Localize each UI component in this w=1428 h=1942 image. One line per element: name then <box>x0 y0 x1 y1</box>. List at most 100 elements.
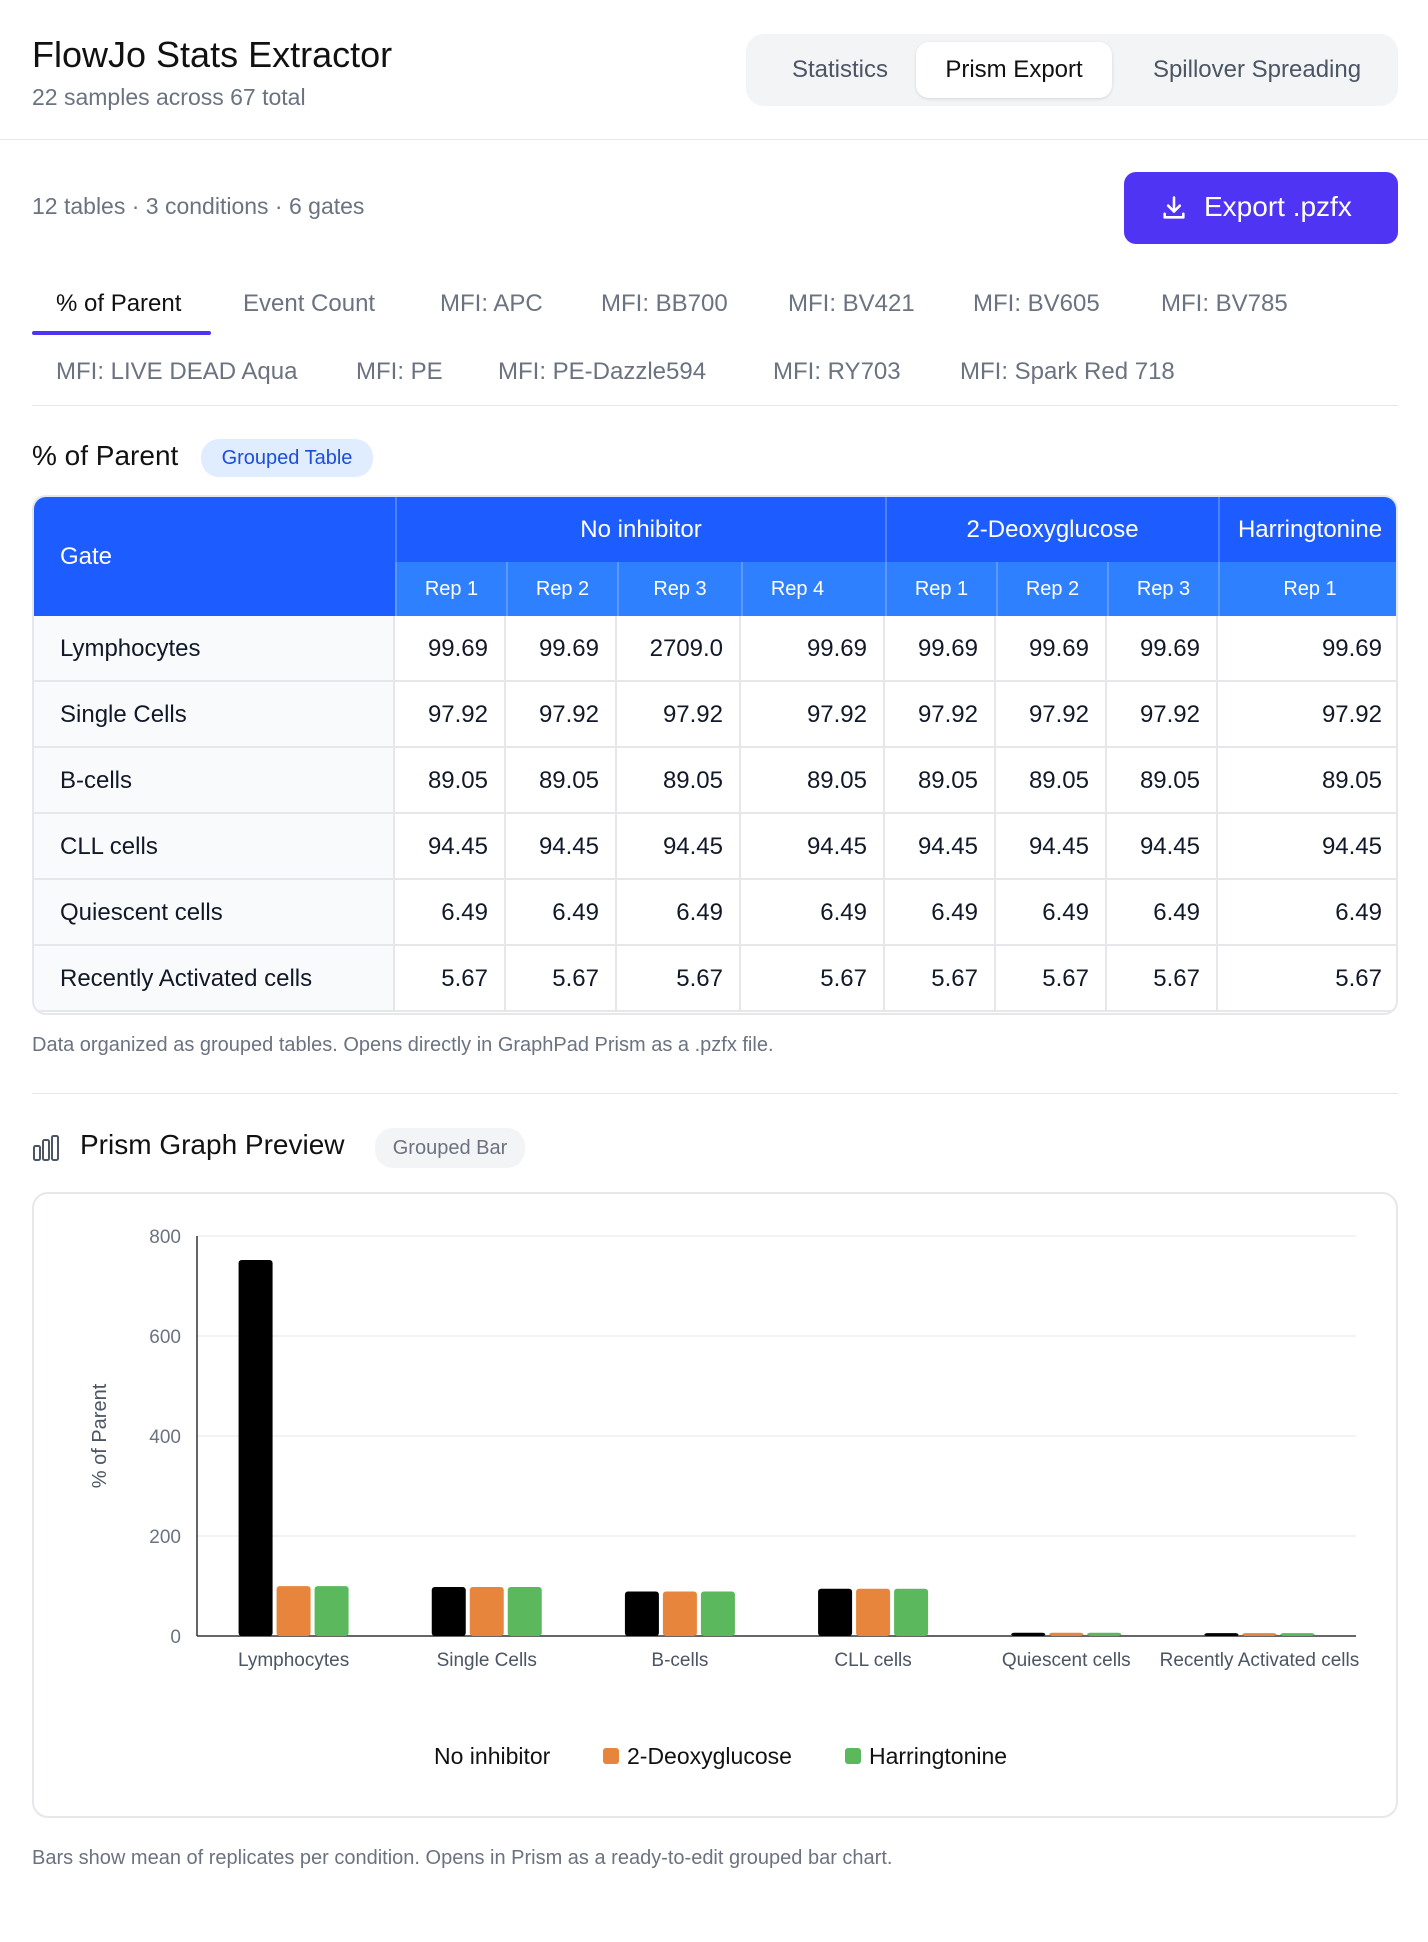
value-cell[interactable]: 89.05 <box>506 748 617 814</box>
stat-tab-mfi-ry703[interactable]: MFI: RY703 <box>773 358 901 385</box>
value-cell[interactable]: 5.67 <box>1218 946 1396 1012</box>
value-cell[interactable]: 5.67 <box>996 946 1107 1012</box>
value-cell[interactable]: 5.67 <box>617 946 741 1012</box>
bar-no-inhibitor <box>624 1591 659 1636</box>
value-cell[interactable]: 5.67 <box>885 946 996 1012</box>
active-tab-indicator <box>32 331 211 335</box>
tab-spillover-spreading[interactable]: Spillover Spreading <box>1152 56 1362 83</box>
section-divider <box>32 1093 1398 1094</box>
stat-tab-mfi-bb700[interactable]: MFI: BB700 <box>601 290 728 317</box>
y-tick-label: 600 <box>149 1327 181 1348</box>
value-cell[interactable]: 89.05 <box>996 748 1107 814</box>
value-cell[interactable]: 94.45 <box>741 814 885 880</box>
bar-harringtonine <box>700 1591 735 1636</box>
value-cell[interactable]: 94.45 <box>1218 814 1396 880</box>
stat-tab-mfi-spark-red-718[interactable]: MFI: Spark Red 718 <box>960 358 1175 385</box>
stat-tab-mfi-bv605[interactable]: MFI: BV605 <box>973 290 1100 317</box>
value-cell[interactable]: 94.45 <box>885 814 996 880</box>
graph-caption: Bars show mean of replicates per conditi… <box>32 1847 893 1869</box>
grouped-table-badge: Grouped Table <box>201 439 373 477</box>
stat-tab-mfi-apc[interactable]: MFI: APC <box>440 290 543 317</box>
value-cell[interactable]: 99.69 <box>741 616 885 682</box>
bar-no-inhibitor <box>818 1588 853 1636</box>
export-pzfx-button[interactable]: Export .pzfx <box>1124 172 1398 244</box>
value-cell[interactable]: 89.05 <box>617 748 741 814</box>
value-cell[interactable]: 99.69 <box>885 616 996 682</box>
value-cell[interactable]: 94.45 <box>1107 814 1218 880</box>
value-cell[interactable]: 89.05 <box>885 748 996 814</box>
y-tick-label: 0 <box>170 1627 181 1648</box>
x-tick-label: Recently Activated cells <box>1160 1650 1360 1671</box>
value-cell[interactable]: 97.92 <box>996 682 1107 748</box>
stat-tab-mfi-bv421[interactable]: MFI: BV421 <box>788 290 915 317</box>
value-cell[interactable]: 94.45 <box>617 814 741 880</box>
value-cell[interactable]: 99.69 <box>506 616 617 682</box>
app-subtitle: 22 samples across 67 total <box>32 84 306 110</box>
bar-harringtonine <box>1280 1633 1315 1636</box>
gate-column-header: Gate <box>34 497 395 616</box>
tab-statistics[interactable]: Statistics <box>791 56 889 83</box>
value-cell[interactable]: 6.49 <box>996 880 1107 946</box>
replicate-header: Rep 1 <box>395 562 506 616</box>
value-cell[interactable]: 6.49 <box>617 880 741 946</box>
bar-harringtonine <box>507 1587 542 1636</box>
value-cell[interactable]: 99.69 <box>395 616 506 682</box>
x-tick-label: Quiescent cells <box>1002 1650 1131 1671</box>
x-tick-label: CLL cells <box>834 1650 911 1671</box>
stat-tab-mfi-pe-dazzle594[interactable]: MFI: PE-Dazzle594 <box>498 358 707 385</box>
value-cell[interactable]: 97.92 <box>395 682 506 748</box>
value-cell[interactable]: 97.92 <box>885 682 996 748</box>
value-cell[interactable]: 97.92 <box>1107 682 1218 748</box>
value-cell[interactable]: 6.49 <box>885 880 996 946</box>
value-cell[interactable]: 6.49 <box>506 880 617 946</box>
gate-cell: Lymphocytes <box>34 616 395 682</box>
value-cell[interactable]: 94.45 <box>506 814 617 880</box>
legend-label: No inhibitor <box>434 1743 551 1769</box>
bar-2-deoxyglucose <box>856 1588 891 1636</box>
value-cell[interactable]: 5.67 <box>741 946 885 1012</box>
value-cell[interactable]: 89.05 <box>741 748 885 814</box>
stat-tab-mfi-live-dead-aqua[interactable]: MFI: LIVE DEAD Aqua <box>56 358 298 385</box>
value-cell[interactable]: 6.49 <box>741 880 885 946</box>
y-axis-label: % of Parent <box>89 1383 111 1488</box>
stat-tab-mfi-bv785[interactable]: MFI: BV785 <box>1161 290 1288 317</box>
y-tick-label: 800 <box>149 1227 181 1248</box>
download-icon <box>1163 196 1185 219</box>
legend-swatch <box>603 1748 619 1764</box>
replicate-header: Rep 1 <box>1218 562 1396 616</box>
value-cell[interactable]: 89.05 <box>1218 748 1396 814</box>
value-cell[interactable]: 89.05 <box>1107 748 1218 814</box>
value-cell[interactable]: 99.69 <box>996 616 1107 682</box>
value-cell[interactable]: 97.92 <box>741 682 885 748</box>
tab-prism-export[interactable]: Prism Export <box>916 42 1112 98</box>
value-cell[interactable]: 99.69 <box>1107 616 1218 682</box>
stat-tab-mfi-pe[interactable]: MFI: PE <box>356 358 443 385</box>
stat-tab-percent-parent[interactable]: % of Parent <box>56 290 182 317</box>
bar-no-inhibitor <box>1011 1632 1046 1636</box>
value-cell[interactable]: 5.67 <box>395 946 506 1012</box>
gate-cell: CLL cells <box>34 814 395 880</box>
bar-no-inhibitor <box>238 1260 273 1636</box>
value-cell[interactable]: 99.69 <box>1218 616 1396 682</box>
export-summary: 12 tables · 3 conditions · 6 gates <box>32 193 365 219</box>
app-header: FlowJo Stats Extractor 22 samples across… <box>0 0 1428 140</box>
value-cell[interactable]: 94.45 <box>996 814 1107 880</box>
x-tick-label: Lymphocytes <box>238 1650 349 1671</box>
value-cell[interactable]: 5.67 <box>1107 946 1218 1012</box>
value-cell[interactable]: 89.05 <box>395 748 506 814</box>
value-cell[interactable]: 94.45 <box>395 814 506 880</box>
value-cell[interactable]: 97.92 <box>617 682 741 748</box>
value-cell[interactable]: 6.49 <box>395 880 506 946</box>
view-switcher: Statistics Prism Export Spillover Spread… <box>746 34 1398 106</box>
value-cell[interactable]: 97.92 <box>1218 682 1396 748</box>
bar-2-deoxyglucose <box>1242 1633 1277 1636</box>
stat-tab-event-count[interactable]: Event Count <box>243 290 376 317</box>
value-cell[interactable]: 6.49 <box>1218 880 1396 946</box>
value-cell[interactable]: 5.67 <box>506 946 617 1012</box>
value-cell[interactable]: 97.92 <box>506 682 617 748</box>
x-tick-label: Single Cells <box>437 1650 537 1671</box>
value-cell[interactable]: 6.49 <box>1107 880 1218 946</box>
value-cell[interactable]: 2709.0 <box>617 616 741 682</box>
app-title: FlowJo Stats Extractor <box>32 34 393 75</box>
export-button-label: Export .pzfx <box>1204 191 1352 222</box>
